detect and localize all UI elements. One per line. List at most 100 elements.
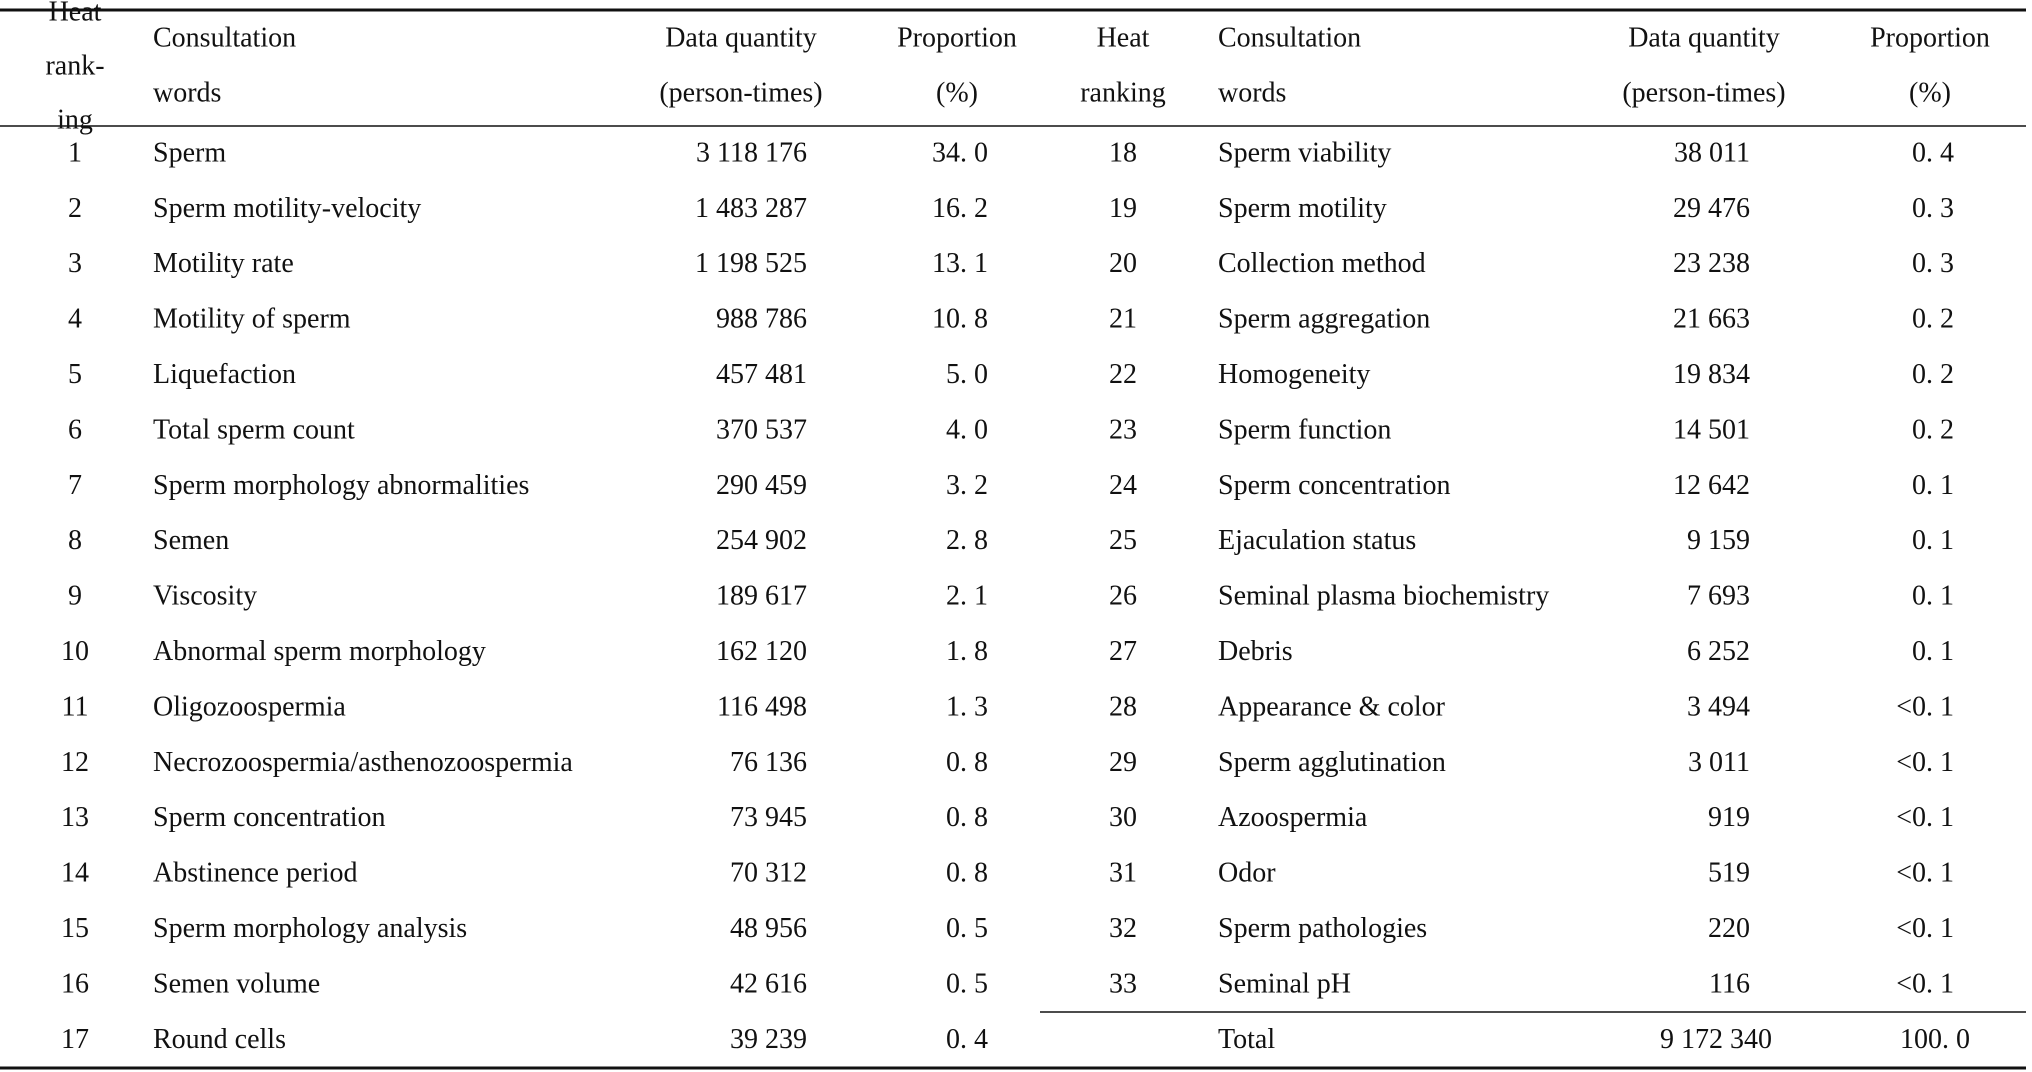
table-cell: 22 [1109,359,1137,390]
table-cell: Sperm concentration [153,802,385,833]
table-cell: <0. 1 [1896,691,1954,722]
table-cell: Round cells [153,1024,286,1055]
table-cell: 0. 4 [1912,137,1954,168]
table-cell: Seminal plasma biochemistry [1218,581,1549,612]
table-cell: 0. 2 [1912,414,1954,445]
table-cell: Abstinence period [153,858,358,889]
header-cell: rank- [45,50,104,81]
header-cell: (%) [1909,77,1951,108]
table-cell: 29 476 [1673,193,1750,224]
table-cell: 254 902 [716,525,807,556]
table-cell: Azoospermia [1218,802,1368,833]
table-cell: Sperm concentration [1218,470,1450,501]
table-cell: 6 252 [1687,636,1750,667]
table-cell: Appearance & color [1218,691,1446,722]
table-cell: Sperm agglutination [1218,747,1446,778]
table-cell: Motility of sperm [153,304,351,335]
table-cell: 17 [61,1024,89,1055]
table-cell: 3 494 [1687,691,1750,722]
table-cell: Viscosity [153,581,257,612]
table-cell: 15 [61,913,89,944]
table-cell: 0. 1 [1912,581,1954,612]
table-cell: Sperm morphology abnormalities [153,470,529,501]
table-cell: 16. 2 [932,193,988,224]
table-cell: Seminal pH [1218,968,1351,999]
table-cell: 0. 2 [1912,359,1954,390]
header-cell: words [1218,77,1286,108]
table-cell: 13. 1 [932,248,988,279]
header-cell: Data quantity [665,22,817,53]
table-cell: 25 [1109,525,1137,556]
table-cell: 1 [68,137,82,168]
header-cell: Proportion [897,22,1017,53]
table-cell: 0. 1 [1912,525,1954,556]
header-cell: Consultation [153,22,296,53]
table-cell: 10 [61,636,89,667]
table-cell: 0. 2 [1912,304,1954,335]
table-cell: 370 537 [716,414,807,445]
table-cell: Semen volume [153,968,320,999]
table-cell: 12 [61,747,89,778]
table-cell: Sperm motility [1218,193,1387,224]
table-cell: Abnormal sperm morphology [153,636,486,667]
table-cell: 988 786 [716,304,807,335]
table-cell: 6 [68,414,82,445]
table-cell: 2. 8 [946,525,988,556]
table-cell: 29 [1109,747,1137,778]
table-cell: Total sperm count [153,414,355,445]
header-cell: (%) [936,77,978,108]
table-cell: 290 459 [716,470,807,501]
table-cell: 116 498 [717,691,807,722]
table-cell: 24 [1109,470,1137,501]
table-cell: 23 238 [1673,248,1750,279]
table-cell: 30 [1109,802,1137,833]
table-cell: 27 [1109,636,1137,667]
table-cell: 11 [62,691,89,722]
table-cell: 5. 0 [946,359,988,390]
table-cell: <0. 1 [1896,747,1954,778]
table-cell: Sperm [153,137,226,168]
table-cell: 116 [1709,968,1750,999]
table-cell: 0. 8 [946,858,988,889]
table-cell: 189 617 [716,581,807,612]
table-cell: 9 159 [1687,525,1750,556]
table-cell: 457 481 [716,359,807,390]
table-cell: Ejaculation status [1218,525,1416,556]
table-cell: <0. 1 [1896,858,1954,889]
header-cell: (person-times) [659,77,822,108]
table-cell: 4. 0 [946,414,988,445]
table-cell: 34. 0 [932,137,988,168]
table-cell: 14 [61,858,89,889]
table-cell: 33 [1109,968,1137,999]
table-cell: 4 [68,304,82,335]
total-quantity: 9 172 340 [1660,1024,1772,1055]
table-cell: 3 [68,248,82,279]
table-cell: 14 501 [1673,414,1750,445]
table-cell: Semen [153,525,229,556]
table-cell: 28 [1109,691,1137,722]
table-cell: Sperm viability [1218,137,1391,168]
table-cell: 7 [68,470,82,501]
table-cell: Sperm motility-velocity [153,193,421,224]
table-cell: 12 642 [1673,470,1750,501]
header-cell: Proportion [1870,22,1990,53]
table-cell: 48 956 [730,913,807,944]
table-cell: 0. 5 [946,968,988,999]
table-cell: 0. 1 [1912,636,1954,667]
header-cell: Heat [49,0,102,27]
table-cell: Necrozoospermia/asthenozoospermia [153,747,573,778]
table-cell: 220 [1708,913,1750,944]
table-cell: Homogeneity [1218,359,1370,390]
table-cell: 519 [1708,858,1750,889]
table-cell: 76 136 [730,747,807,778]
table-cell: 18 [1109,137,1137,168]
table-cell: 2. 1 [946,581,988,612]
table-cell: 9 [68,581,82,612]
table-cell: Sperm function [1218,414,1391,445]
table-cell: 3 118 176 [696,137,807,168]
table-cell: 21 [1109,304,1137,335]
table-cell: 7 693 [1687,581,1750,612]
table-cell: 3 011 [1688,747,1750,778]
table-cell: 0. 5 [946,913,988,944]
header-cell: Heat [1097,22,1150,53]
